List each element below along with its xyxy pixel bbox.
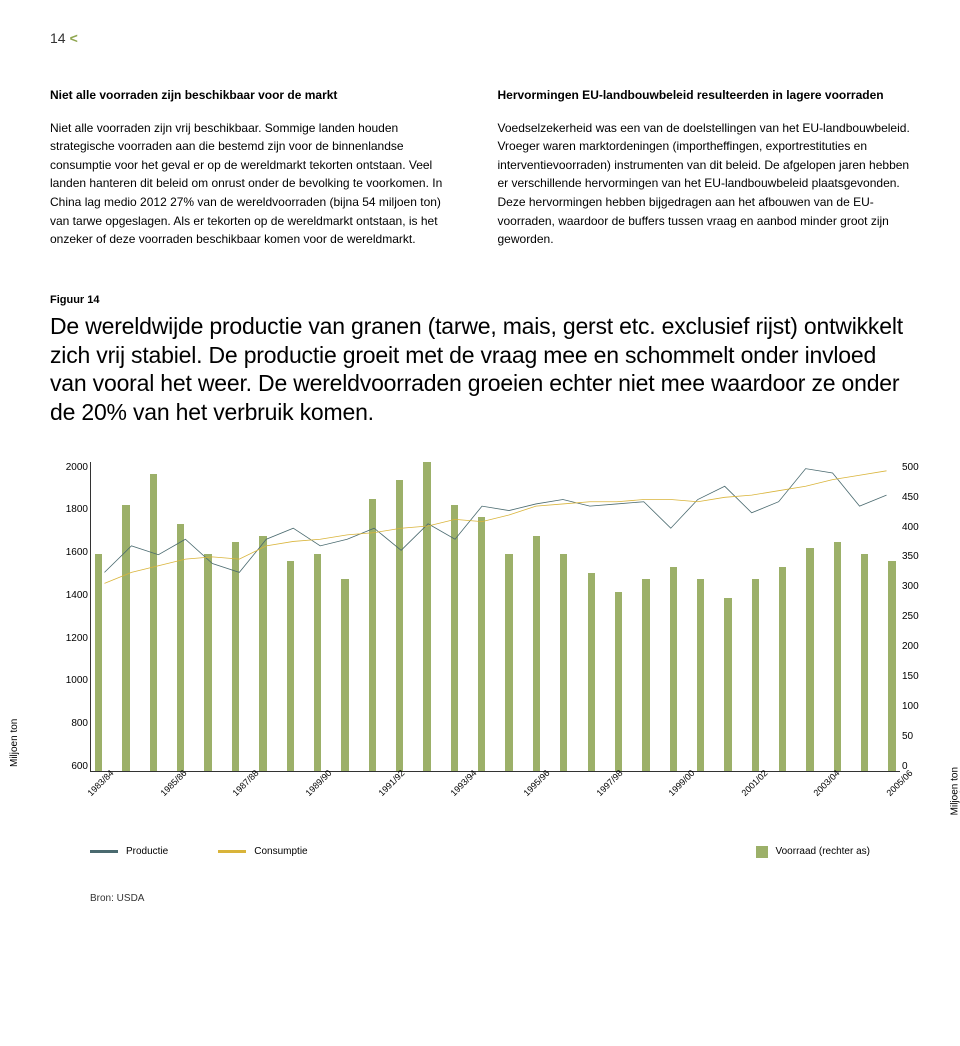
bar (423, 462, 430, 771)
bar (478, 517, 485, 770)
bar (834, 542, 841, 771)
legend-prod-label: Productie (126, 846, 168, 857)
y-left-tick: 1200 (50, 633, 88, 644)
right-para: Voedselzekerheid was een van de doelstel… (498, 119, 911, 249)
left-column: Niet alle voorraden zijn beschikbaar voo… (50, 86, 463, 249)
bars-container (91, 462, 900, 771)
bar (615, 592, 622, 771)
y-left-tick: 600 (50, 761, 88, 772)
bar (533, 536, 540, 771)
legend-stock-label: Voorraad (rechter as) (776, 846, 871, 857)
x-tick: 1995/96 (521, 768, 578, 825)
y-right-tick: 100 (902, 701, 932, 712)
x-tick: 2005/06 (885, 768, 942, 825)
x-tick: 2003/04 (812, 768, 869, 825)
legend-cons-swatch (218, 850, 246, 853)
source: Bron: USDA (90, 893, 910, 904)
page-num: 14 (50, 30, 66, 46)
left-para: Niet alle voorraden zijn vrij beschikbaa… (50, 119, 463, 249)
text-columns: Niet alle voorraden zijn beschikbaar voo… (50, 86, 910, 249)
y-right-tick: 250 (902, 611, 932, 622)
x-tick: 2001/02 (739, 768, 796, 825)
bar (642, 579, 649, 771)
y-left-tick: 1600 (50, 547, 88, 558)
x-tick: 1985/86 (158, 768, 215, 825)
bar (369, 499, 376, 771)
y-right-tick: 400 (902, 522, 932, 533)
right-column: Hervormingen EU-landbouwbeleid resulteer… (498, 86, 911, 249)
page-number: 14 < (50, 30, 910, 46)
bar (396, 480, 403, 770)
legend-left-group: Productie Consumptie (90, 846, 308, 857)
bar (314, 554, 321, 770)
x-tick: 1987/88 (231, 768, 288, 825)
bar (861, 554, 868, 770)
y-right-tick: 150 (902, 671, 932, 682)
bar (806, 548, 813, 770)
y-left-tick: 1400 (50, 590, 88, 601)
bar (560, 554, 567, 770)
x-tick: 1991/92 (376, 768, 433, 825)
x-tick: 1999/00 (667, 768, 724, 825)
x-tick: 1983/84 (86, 768, 143, 825)
x-axis: 1983/841985/861987/881989/901991/921993/… (90, 774, 900, 822)
left-heading: Niet alle voorraden zijn beschikbaar voo… (50, 86, 463, 105)
y-right-tick: 300 (902, 581, 932, 592)
y-left-tick: 1000 (50, 675, 88, 686)
y-left-tick: 2000 (50, 462, 88, 473)
bar (122, 505, 129, 771)
y-axis-right: 500450400350300250200150100500 (902, 462, 932, 772)
y-axis-left-label: Miljoen ton (9, 718, 20, 766)
y-right-tick: 500 (902, 462, 932, 473)
figure-title: De wereldwijde productie van granen (tar… (50, 312, 910, 427)
y-right-tick: 350 (902, 551, 932, 562)
x-tick: 1989/90 (303, 768, 360, 825)
plot-area (90, 462, 900, 772)
y-left-tick: 1800 (50, 504, 88, 515)
chevron-left-icon: < (70, 30, 78, 46)
bar (888, 561, 895, 771)
figure-block: Figuur 14 De wereldwijde productie van g… (50, 294, 910, 904)
y-right-tick: 450 (902, 492, 932, 503)
bar (259, 536, 266, 771)
bar (670, 567, 677, 771)
y-left-tick: 800 (50, 718, 88, 729)
legend-stock-swatch (756, 846, 768, 858)
bar (505, 554, 512, 770)
bar (588, 573, 595, 771)
x-tick: 1997/98 (594, 768, 651, 825)
x-tick: 1993/94 (449, 768, 506, 825)
chart: Miljoen ton Miljoen ton 2000180016001400… (90, 462, 900, 822)
bar (779, 567, 786, 771)
bar (95, 554, 102, 770)
legend-consumptie: Consumptie (218, 846, 307, 857)
legend-voorraad: Voorraad (rechter as) (756, 846, 871, 858)
bar (150, 474, 157, 771)
right-heading: Hervormingen EU-landbouwbeleid resulteer… (498, 86, 911, 105)
bar (697, 579, 704, 771)
y-right-tick: 200 (902, 641, 932, 652)
y-right-tick: 50 (902, 731, 932, 742)
legend-cons-label: Consumptie (254, 846, 307, 857)
legend-productie: Productie (90, 846, 168, 857)
legend-prod-swatch (90, 850, 118, 853)
bar (232, 542, 239, 771)
figure-label: Figuur 14 (50, 294, 910, 306)
bar (204, 554, 211, 770)
bar (177, 524, 184, 771)
y-axis-left: 2000 1800 1600 1400 1200 1000 800 600 (50, 462, 88, 772)
bar (287, 561, 294, 771)
legend: Productie Consumptie Voorraad (rechter a… (90, 846, 910, 858)
bar (724, 598, 731, 771)
bar (341, 579, 348, 771)
bar (451, 505, 458, 771)
bar (752, 579, 759, 771)
